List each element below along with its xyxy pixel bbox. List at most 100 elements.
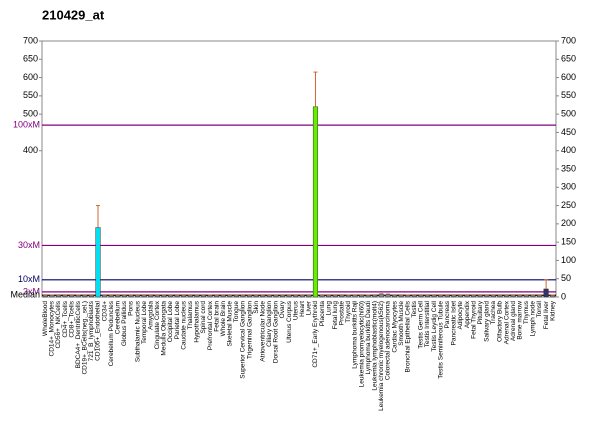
x-tick-label: CD8+_Tcells: [68, 300, 75, 337]
x-tick-label: Appendix: [464, 300, 471, 328]
reference-label: 10xM: [18, 274, 40, 284]
x-tick-label: Uterus Corpus: [286, 300, 293, 343]
bar: [398, 295, 404, 298]
x-tick-label: Parietal Lobe: [174, 301, 181, 340]
x-tick-label: Testis Leydig Cell: [431, 300, 438, 351]
bar: [108, 295, 114, 298]
x-tick-label: Bone marrow: [516, 301, 523, 340]
bar: [464, 295, 470, 298]
bar: [405, 295, 411, 298]
y2-tick-label: 650: [561, 54, 576, 64]
bar: [207, 295, 213, 298]
x-tick-label: Cingulate Cortex: [154, 300, 161, 349]
bar: [484, 295, 490, 298]
bar: [227, 295, 233, 298]
x-tick-label: Trachea: [490, 301, 497, 325]
bar: [517, 295, 523, 298]
bar: [312, 106, 319, 298]
y2-tick-label: 450: [561, 127, 576, 137]
bar: [273, 295, 279, 298]
x-tick-label: Salivary gland: [484, 301, 491, 342]
x-tick-label: Smooth Muscle: [398, 301, 405, 346]
x-tick-label: Pons: [128, 300, 135, 316]
bar: [293, 295, 299, 298]
bar: [181, 295, 187, 298]
x-tick-label: Cardiac Myocytes: [391, 300, 398, 352]
bar: [102, 294, 108, 298]
x-tick-label: Temporal Lobe: [141, 301, 148, 344]
bar: [240, 295, 246, 298]
x-tick-label: Hypothalamus: [194, 300, 201, 342]
x-tick-label: Testis: [411, 300, 418, 317]
x-tick-label: Amygdala: [147, 301, 154, 330]
bar: [174, 295, 180, 298]
x-tick-label: Colorectal adenocarcinoma: [385, 301, 392, 381]
bar: [510, 295, 516, 298]
x-tick-label: Leukemia promyelocytic(hl60): [358, 301, 365, 387]
bar: [411, 295, 417, 298]
y-tick-label: 600: [23, 72, 38, 82]
x-tick-label: Testis Seminiferous Tubule: [437, 301, 444, 379]
bar: [279, 295, 286, 298]
y-tick-label: 500: [23, 109, 38, 119]
x-tick-label: Thymus: [523, 300, 530, 324]
bar: [385, 294, 391, 298]
y2-tick-label: 400: [561, 145, 576, 155]
x-tick-label: Olfactory Bulb: [497, 301, 504, 342]
bar: [247, 295, 253, 298]
bar: [326, 295, 332, 298]
bar: [372, 295, 378, 298]
y2-tick-label: 350: [561, 163, 576, 173]
x-tick-label: Heart: [299, 301, 306, 317]
x-tick-label: Tongue: [233, 301, 240, 323]
y2-tick-label: 100: [561, 255, 576, 265]
x-tick-label: CD4+_Tcells: [62, 300, 69, 337]
x-tick-label: Uterus: [292, 300, 299, 320]
x-tick-label: Adrenal gland: [510, 301, 517, 341]
bar: [418, 295, 424, 298]
bar: [332, 295, 338, 298]
x-tick-label: Prostate: [339, 301, 346, 326]
bar: [161, 295, 167, 298]
bar: [115, 295, 121, 298]
x-tick-label: Pituitary: [477, 300, 484, 324]
bar: [49, 295, 55, 298]
bar: [391, 295, 398, 298]
x-tick-label: Lung: [325, 301, 332, 316]
bar: [352, 294, 358, 298]
x-tick-label: Lymphoma burkitts Daudi: [365, 301, 372, 374]
bar: [253, 295, 259, 298]
chart-title: 210429_at: [42, 7, 105, 22]
x-tick-label: Caudate nucleus: [180, 300, 187, 350]
y2-tick-label: 700: [561, 35, 576, 45]
y2-tick-label: 600: [561, 72, 576, 82]
bar: [431, 295, 437, 298]
x-tick-label: Pancreas: [444, 300, 451, 328]
x-tick-label: CD56+_NKCells: [55, 300, 62, 348]
x-tick-label: Subthalamic Nucleus: [134, 300, 141, 362]
x-tick-label: Whole Brain: [220, 301, 227, 337]
bar: [438, 295, 444, 298]
reference-label: 100xM: [13, 119, 40, 129]
x-tick-label: Adipocyte: [457, 301, 464, 330]
x-tick-label: Adrenal Cortex: [503, 300, 510, 344]
bar: [339, 295, 345, 298]
x-tick-label: Cerebellum: [115, 301, 122, 334]
bar: [128, 295, 134, 298]
bar: [141, 295, 147, 298]
bar: [55, 295, 62, 298]
bar: [69, 295, 75, 298]
bar: [42, 295, 48, 298]
x-tick-label: Fetal Thyroid: [470, 301, 477, 339]
reference-label: 3xM: [23, 286, 40, 296]
x-tick-label: Lymph node: [530, 301, 537, 337]
y2-tick-label: 200: [561, 218, 576, 228]
y2-tick-label: 300: [561, 182, 576, 192]
x-tick-label: Spinal cord: [200, 301, 207, 334]
x-tick-label: Dorsal Root Ganglion: [273, 301, 280, 364]
bar: [359, 295, 365, 298]
reference-label: 30xM: [18, 240, 40, 250]
reference-label: Median: [10, 290, 40, 300]
x-tick-label: CD105+_Endothelial: [95, 300, 102, 360]
